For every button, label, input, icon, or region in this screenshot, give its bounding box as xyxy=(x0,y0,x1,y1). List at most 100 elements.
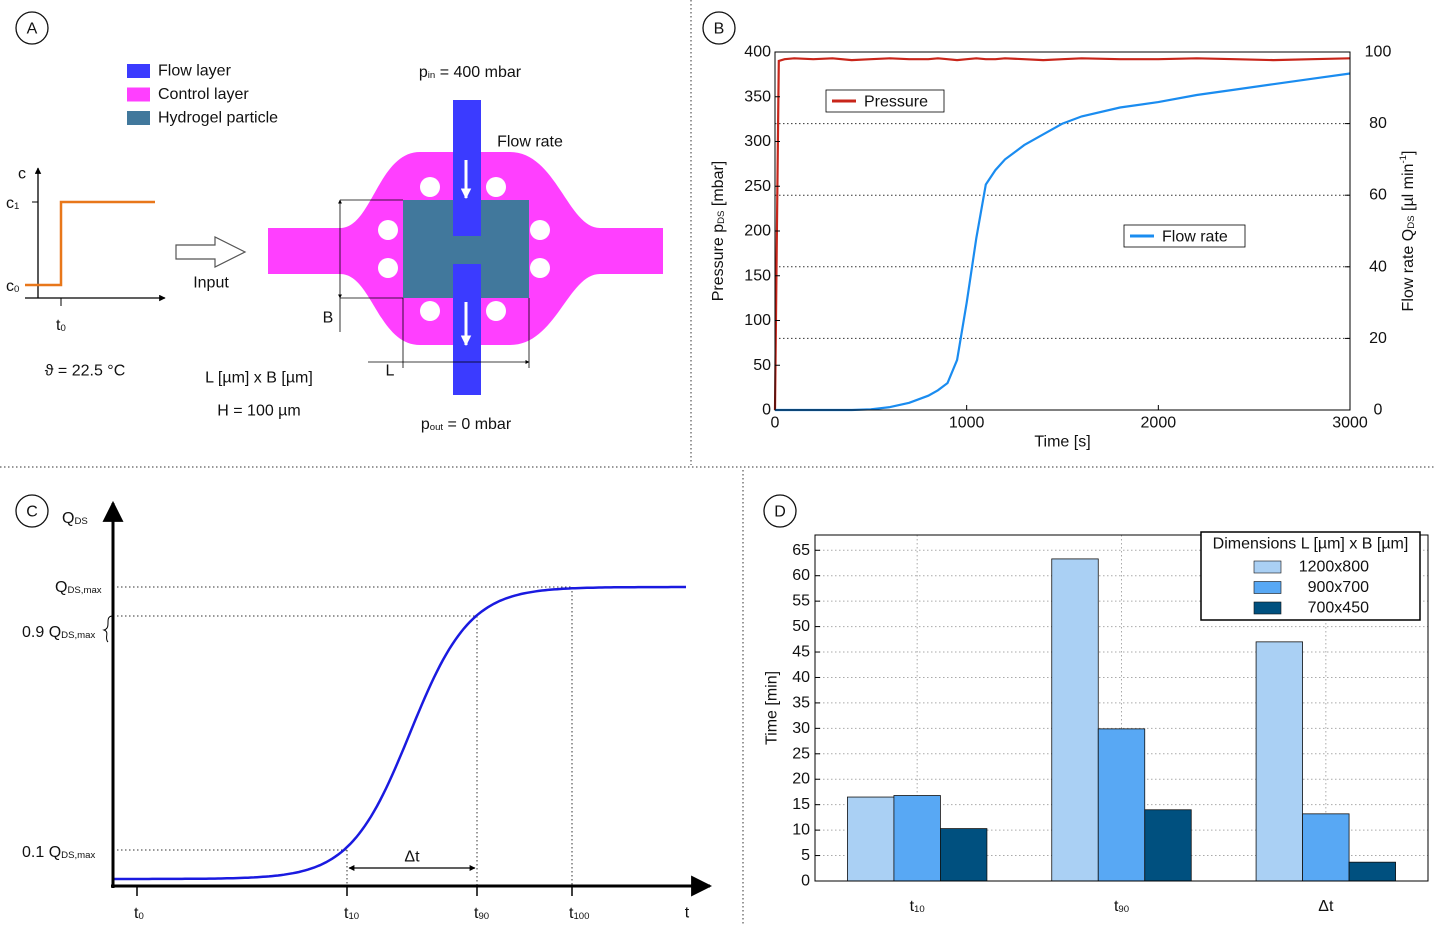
level-label-part: DS,max xyxy=(61,630,95,641)
y-tick-label: 40 xyxy=(792,669,810,686)
plot-frame xyxy=(814,534,1429,882)
legend-label: Hydrogel particle xyxy=(158,110,278,127)
axis-label: QDS xyxy=(62,510,88,528)
annotation-part: = 0 mbar xyxy=(443,416,512,433)
annotation-part: in xyxy=(428,70,435,81)
y-tick-label: 200 xyxy=(744,223,771,240)
axis-label-part: Q xyxy=(62,510,74,527)
y2-axis-title-part: Flow rate Q xyxy=(1400,229,1417,312)
legend-label: 900x700 xyxy=(1308,579,1369,596)
level-label: 0.9 QDS,max xyxy=(22,624,95,642)
x-tick-label-part: 10 xyxy=(914,904,925,915)
level-label-part: DS,max xyxy=(67,585,101,596)
legend-swatch xyxy=(1253,601,1282,615)
pillar xyxy=(530,220,550,240)
bar xyxy=(847,796,895,882)
y-axis-title: Pressure pDS [mbar] xyxy=(710,161,728,302)
axis-label: c1 xyxy=(6,195,19,213)
response-curve xyxy=(113,585,686,881)
y-tick-label: 400 xyxy=(744,44,771,61)
y-tick-label: 20 xyxy=(792,771,810,788)
y-tick-label: 55 xyxy=(792,593,810,610)
legend-swatch xyxy=(1253,581,1282,594)
y-axis-title-part: Pressure p xyxy=(710,224,727,301)
y-tick-label: 50 xyxy=(792,618,810,635)
legend-label: 700x450 xyxy=(1308,600,1369,617)
x-tick-label-part: Δt xyxy=(1318,898,1334,915)
pillar xyxy=(378,220,398,240)
x-tick-label: 3000 xyxy=(1332,415,1368,432)
x-tick-label: 2000 xyxy=(1141,415,1177,432)
y-tick-label: 5 xyxy=(801,847,810,864)
panel-label: B xyxy=(714,21,725,38)
pillar xyxy=(486,301,506,321)
y-tick-label: 60 xyxy=(792,567,810,584)
annotation: pin = 400 mbar xyxy=(419,64,522,82)
level-label-part: 0.1 Q xyxy=(22,844,61,861)
time-label: t0 xyxy=(134,905,144,923)
y-tick-label: 35 xyxy=(792,694,810,711)
series-line xyxy=(773,57,1351,411)
pillar xyxy=(420,177,440,197)
legend-swatch xyxy=(127,111,150,125)
level-label-part: 0.9 Q xyxy=(22,624,61,641)
axis-label-part: 0 xyxy=(60,323,65,334)
y-tick-label: 350 xyxy=(744,88,771,105)
annotation: L [µm] x B [µm] xyxy=(205,370,313,387)
axis-label: c xyxy=(18,166,26,183)
y2-tick-label: 20 xyxy=(1369,330,1387,347)
bar xyxy=(893,795,941,882)
bar xyxy=(1051,558,1099,882)
time-label-part: 0 xyxy=(138,911,143,922)
time-label: t90 xyxy=(474,905,489,923)
axis-label-part: DS xyxy=(74,516,87,527)
y2-tick-label: 80 xyxy=(1369,115,1387,132)
axis-label: c0 xyxy=(6,278,19,296)
y-tick-label: 50 xyxy=(753,357,771,374)
annotation: Flow rate xyxy=(497,134,563,151)
x-tick-label: Δt xyxy=(1318,898,1334,915)
x-tick-label-part: 90 xyxy=(1118,904,1129,915)
time-label-part: t xyxy=(134,905,139,922)
legend-swatch xyxy=(1253,560,1282,574)
legend-label: 1200x800 xyxy=(1299,559,1369,576)
legend-title: Dimensions L [µm] x B [µm] xyxy=(1213,536,1409,553)
legend-label: Flow layer xyxy=(158,63,232,80)
axis-label-part: c xyxy=(6,278,14,295)
level-label-part: Q xyxy=(55,579,67,596)
legend-label: Flow rate xyxy=(1162,229,1228,246)
legend-swatch xyxy=(127,64,150,78)
annotation: Input xyxy=(193,275,229,292)
y2-axis-title-part: [µl min xyxy=(1400,164,1417,216)
x-axis-title: Time [s] xyxy=(1034,434,1090,451)
x-tick-label: t10 xyxy=(910,898,925,916)
time-label-part: t xyxy=(569,905,574,922)
y-axis-title-part: DS xyxy=(716,211,727,224)
y-tick-label: 25 xyxy=(792,745,810,762)
y2-tick-label: 40 xyxy=(1369,258,1387,275)
axis-label-part: c xyxy=(6,195,14,212)
y-tick-label: 10 xyxy=(792,822,810,839)
y2-tick-label: 100 xyxy=(1365,44,1392,61)
x-tick-label: 1000 xyxy=(949,415,985,432)
y-tick-label: 300 xyxy=(744,133,771,150)
y2-axis-title-part: -1 xyxy=(1398,155,1409,164)
time-label: t10 xyxy=(344,905,359,923)
panel-badge xyxy=(702,11,736,45)
level-label: QDS,max xyxy=(55,579,102,597)
legend-label: Control layer xyxy=(158,86,249,103)
y2-axis-title: Flow rate QDS [µl min-1] xyxy=(1398,151,1417,312)
annotation: pout = 0 mbar xyxy=(421,416,512,434)
annotation: H = 100 µm xyxy=(217,403,300,420)
y-tick-label: 45 xyxy=(792,644,810,661)
y-tick-label: 15 xyxy=(792,796,810,813)
y-axis-title: Time [min] xyxy=(764,671,781,745)
axis-label: t0 xyxy=(56,317,66,335)
bar xyxy=(1348,861,1396,882)
panel-label: C xyxy=(26,504,38,521)
step-line xyxy=(25,200,155,287)
panel-badge xyxy=(15,11,49,45)
axis-label: t xyxy=(685,905,690,922)
axis-label-part: 0 xyxy=(14,284,19,295)
